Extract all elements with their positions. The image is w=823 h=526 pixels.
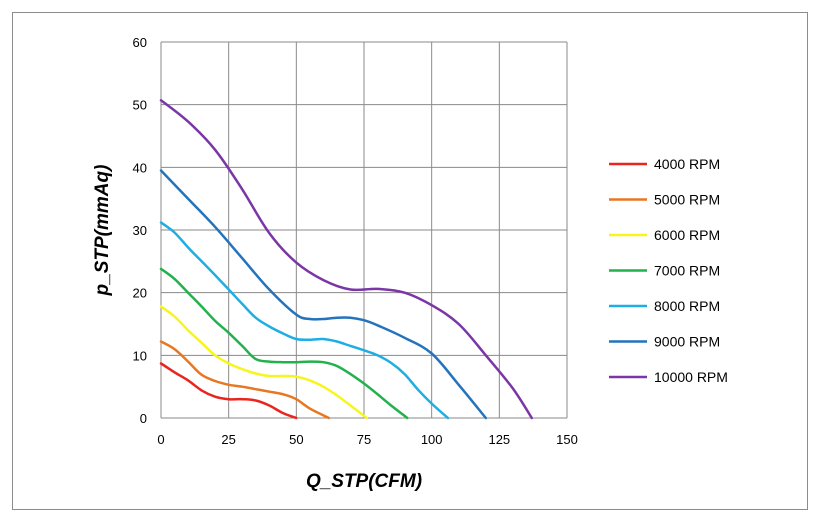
y-tick-label: 10 xyxy=(133,348,147,363)
x-tick-label: 25 xyxy=(221,432,235,447)
legend-label: 6000 RPM xyxy=(654,227,720,243)
chart-frame xyxy=(12,12,808,510)
legend-label: 8000 RPM xyxy=(654,298,720,314)
series-line-6000-rpm xyxy=(159,305,368,420)
series-line-7000-rpm xyxy=(159,267,409,420)
x-tick-label: 75 xyxy=(357,432,371,447)
y-tick-label: 40 xyxy=(133,160,147,175)
y-tick-label: 60 xyxy=(133,35,147,50)
legend: 4000 RPM 5000 RPM 6000 RPM 7000 RPM 8000 RPM… xyxy=(609,156,728,385)
x-tick-label: 0 xyxy=(157,432,164,447)
y-tick-label: 0 xyxy=(140,411,147,426)
x-tick-label: 150 xyxy=(556,432,578,447)
series-layer xyxy=(159,99,534,420)
series-line-8000-rpm xyxy=(159,221,450,420)
y-axis-title: p_STP(mmAq) xyxy=(92,165,113,297)
legend-label: 10000 RPM xyxy=(654,369,728,385)
y-tick-label: 30 xyxy=(133,223,147,238)
series-line-5000-rpm xyxy=(159,340,331,420)
series-line-10000-rpm xyxy=(159,99,534,420)
series-line-4000-rpm xyxy=(159,362,298,420)
y-tick-label: 50 xyxy=(133,98,147,113)
legend-label: 5000 RPM xyxy=(654,192,720,208)
series-line-9000-rpm xyxy=(159,169,488,420)
tick-labels: 0 25 50 75 100 125 150 0 10 20 30 40 50 60 xyxy=(133,35,578,447)
x-axis-title: Q_STP(CFM) xyxy=(306,471,422,492)
y-tick-label: 20 xyxy=(133,286,147,301)
grid xyxy=(160,41,568,419)
legend-label: 4000 RPM xyxy=(654,156,720,172)
x-tick-label: 125 xyxy=(488,432,510,447)
legend-label: 7000 RPM xyxy=(654,263,720,279)
x-tick-label: 50 xyxy=(289,432,303,447)
x-tick-label: 100 xyxy=(421,432,443,447)
legend-label: 9000 RPM xyxy=(654,334,720,350)
